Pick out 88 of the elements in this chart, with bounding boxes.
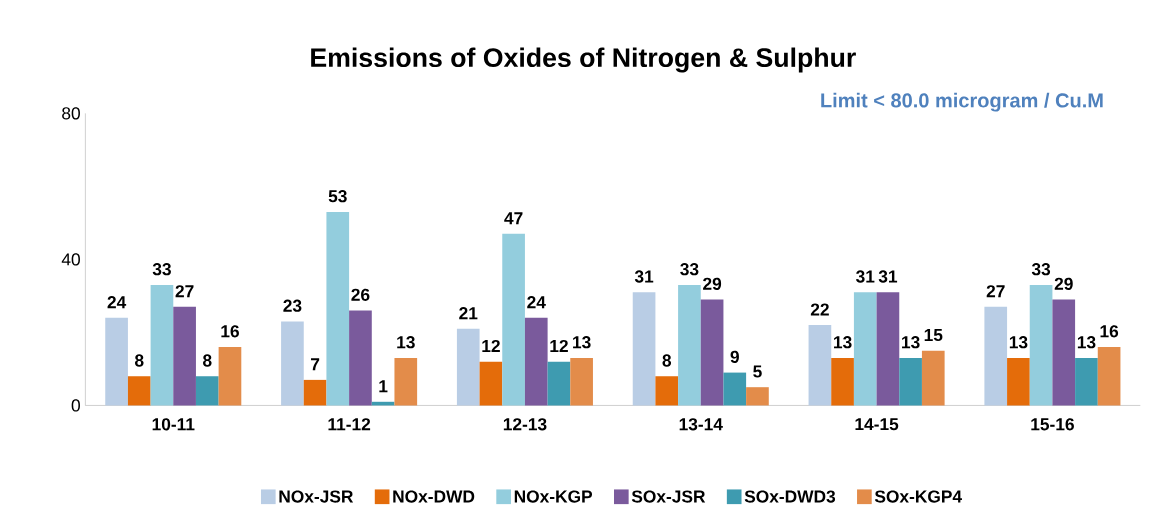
data-label: 9 bbox=[730, 350, 739, 364]
data-label: 21 bbox=[459, 307, 478, 320]
bar bbox=[746, 387, 769, 406]
bar bbox=[303, 379, 327, 406]
legend-label: NOx-DWD bbox=[393, 490, 475, 503]
data-label: 23 bbox=[283, 299, 302, 312]
bar bbox=[570, 358, 593, 406]
bar bbox=[479, 361, 503, 406]
data-label: 27 bbox=[175, 285, 194, 298]
bar bbox=[456, 328, 480, 406]
bar bbox=[502, 233, 525, 406]
bar bbox=[1007, 358, 1030, 406]
data-label: 29 bbox=[1054, 277, 1073, 291]
bar bbox=[1097, 347, 1121, 406]
data-label: 31 bbox=[634, 270, 654, 283]
bar bbox=[1075, 358, 1098, 406]
data-label: 16 bbox=[221, 325, 239, 338]
x-tick-label: 14-15 bbox=[855, 418, 899, 431]
data-label: 12 bbox=[550, 340, 568, 353]
data-label: 31 bbox=[878, 270, 898, 283]
bar bbox=[723, 372, 747, 406]
data-label: 13 bbox=[397, 336, 415, 349]
bar bbox=[524, 317, 548, 406]
data-label: 1 bbox=[379, 380, 388, 393]
x-tick-label: 10-11 bbox=[152, 418, 195, 431]
data-label: 22 bbox=[810, 303, 829, 316]
data-label: 33 bbox=[152, 263, 171, 276]
bar bbox=[173, 306, 196, 406]
bar bbox=[984, 306, 1008, 406]
data-label: 13 bbox=[573, 336, 591, 349]
data-label: 13 bbox=[1077, 336, 1096, 349]
data-label: 5 bbox=[753, 365, 762, 378]
data-label: 8 bbox=[203, 354, 212, 367]
bar bbox=[547, 361, 571, 406]
text: Limit < 80.0 microgram / Cu.M bbox=[821, 92, 1103, 112]
x-tick-label: 12-13 bbox=[503, 418, 547, 431]
bar bbox=[632, 292, 656, 406]
bar bbox=[808, 325, 832, 406]
x-tick-label: 15-16 bbox=[1031, 418, 1074, 431]
legend-label: SOx-JSR bbox=[631, 490, 706, 503]
bar bbox=[899, 358, 922, 406]
bar bbox=[349, 310, 372, 406]
bar bbox=[876, 292, 900, 406]
data-label: 13 bbox=[902, 336, 920, 349]
data-label: 29 bbox=[703, 277, 722, 291]
x-tick-label: 11-12 bbox=[328, 418, 371, 431]
bar bbox=[1029, 285, 1053, 406]
x-tick-label: 13-14 bbox=[679, 418, 723, 431]
data-label: 33 bbox=[1031, 263, 1051, 276]
data-label: 7 bbox=[311, 358, 320, 371]
legend-label: SOx-DWD3 bbox=[744, 490, 836, 503]
bar bbox=[853, 292, 877, 406]
legend-label: NOx-JSR bbox=[279, 490, 354, 503]
bar bbox=[281, 321, 304, 406]
data-label: 47 bbox=[504, 212, 523, 225]
data-label: 8 bbox=[134, 354, 144, 367]
data-label: 31 bbox=[856, 270, 875, 283]
chart-title: Emissions of Oxides of Nitrogen & Sulphur bbox=[311, 47, 856, 73]
legend-label: NOx-KGP bbox=[514, 490, 593, 503]
bar bbox=[394, 358, 418, 406]
data-label: 33 bbox=[680, 263, 699, 276]
y-tick-label: 40 bbox=[61, 253, 80, 266]
data-label: 24 bbox=[107, 296, 127, 309]
data-label: 8 bbox=[662, 354, 672, 367]
bar bbox=[218, 347, 242, 406]
bar bbox=[678, 285, 701, 406]
bar bbox=[326, 212, 350, 406]
bar bbox=[150, 285, 174, 406]
bar bbox=[655, 376, 679, 406]
bar bbox=[831, 358, 854, 406]
data-label: 26 bbox=[351, 288, 370, 302]
legend-label: SOx-KGP4 bbox=[874, 490, 962, 503]
y-tick-label: 0 bbox=[71, 399, 80, 412]
data-label: 13 bbox=[1009, 336, 1028, 349]
bar bbox=[105, 317, 128, 406]
data-label: 12 bbox=[482, 340, 500, 353]
data-label: 16 bbox=[1100, 325, 1119, 338]
bar bbox=[921, 350, 945, 406]
y-tick-label: 80 bbox=[62, 107, 80, 120]
data-label: 15 bbox=[924, 329, 943, 342]
bar bbox=[700, 299, 724, 406]
data-label: 27 bbox=[986, 285, 1005, 298]
bar bbox=[127, 376, 151, 406]
bar bbox=[195, 376, 219, 406]
data-label: 13 bbox=[834, 336, 852, 349]
data-label: 24 bbox=[527, 296, 546, 309]
bar bbox=[1052, 299, 1076, 406]
data-label: 53 bbox=[328, 190, 347, 203]
